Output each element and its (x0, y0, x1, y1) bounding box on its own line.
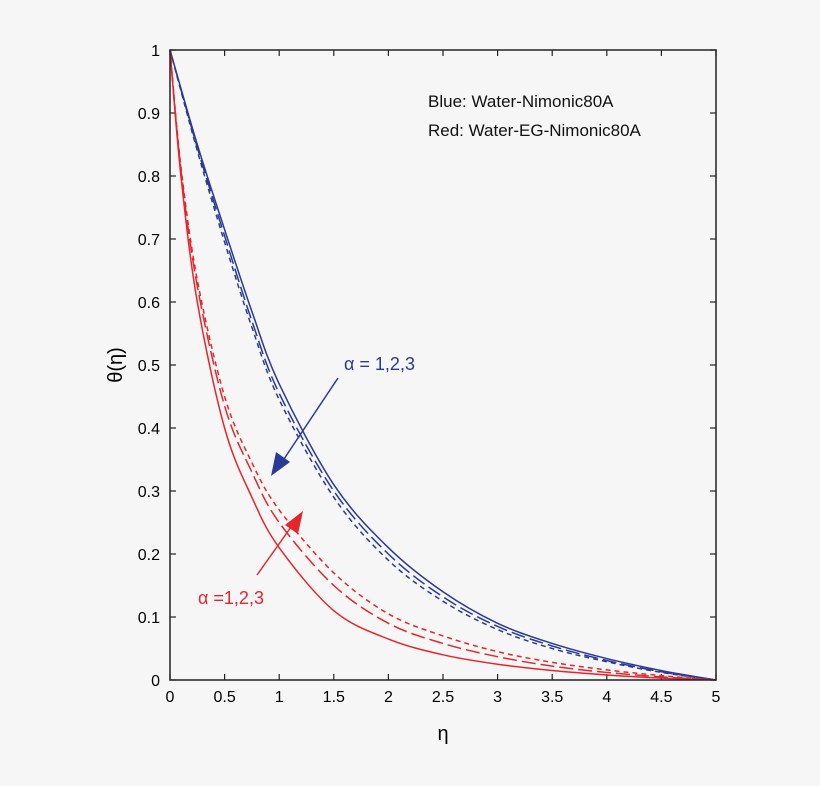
blue-arrowhead (271, 452, 290, 476)
x-tick-label: 3.5 (541, 689, 563, 706)
y-tick-label: 1 (151, 43, 160, 60)
y-tick-label: 0.2 (138, 547, 160, 564)
series-line-red-solid (169, 49, 717, 681)
plot-frame (169, 49, 717, 681)
series-line-blue-short (169, 49, 717, 681)
y-tick-label: 0.9 (138, 106, 160, 123)
y-axis-label: θ(η) (105, 347, 127, 383)
legend-red: Red: Water-EG-Nimonic80A (428, 121, 642, 140)
y-tick-label: 0 (151, 673, 160, 690)
x-tick-label: 2.5 (432, 689, 454, 706)
y-tick-label: 0.8 (138, 169, 160, 186)
blue-alpha-label: α = 1,2,3 (344, 354, 415, 374)
y-tick-label: 0.5 (138, 358, 160, 375)
blue-arrow (281, 377, 339, 463)
x-tick-label: 1.5 (323, 689, 345, 706)
x-tick-label: 0.5 (213, 689, 235, 706)
series-line-red-short (169, 49, 717, 681)
x-tick-label: 1 (275, 689, 284, 706)
y-tick-label: 0.1 (138, 610, 160, 627)
series-line-blue-long (169, 49, 717, 681)
x-tick-label: 4.5 (650, 689, 672, 706)
y-tick-label: 0.6 (138, 295, 160, 312)
legend-blue: Blue: Water-Nimonic80A (428, 92, 614, 111)
series-line-red-long (169, 49, 717, 681)
x-tick-label: 4 (602, 689, 611, 706)
y-tick-label: 0.4 (138, 421, 160, 438)
x-tick-label: 3 (493, 689, 502, 706)
x-tick-label: 0 (166, 689, 175, 706)
red-arrowhead (285, 511, 303, 534)
red-alpha-label: α =1,2,3 (198, 588, 264, 608)
y-tick-label: 0.3 (138, 484, 160, 501)
x-axis-label: η (437, 723, 448, 745)
x-tick-label: 5 (712, 689, 721, 706)
series-line-blue-solid (169, 49, 717, 681)
y-tick-label: 0.7 (138, 232, 160, 249)
red-arrow (256, 519, 297, 576)
x-tick-label: 2 (384, 689, 393, 706)
